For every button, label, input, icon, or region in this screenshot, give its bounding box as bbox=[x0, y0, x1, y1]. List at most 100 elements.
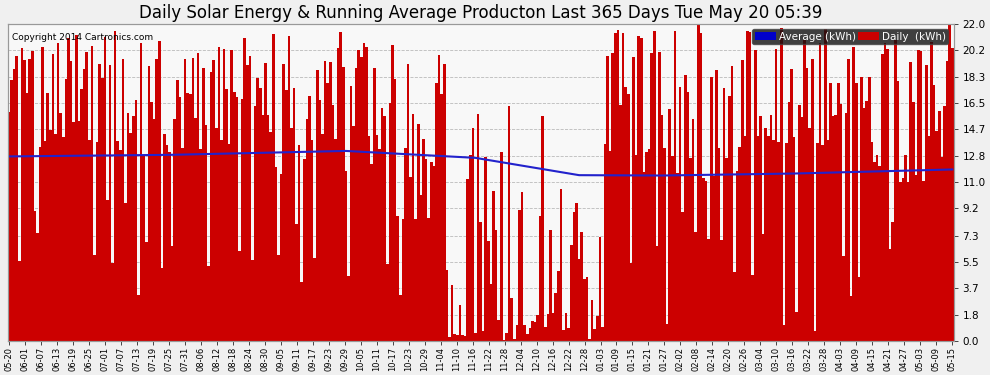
Bar bbox=[80, 89, 83, 341]
Bar bbox=[420, 195, 423, 341]
Bar bbox=[754, 50, 756, 341]
Bar bbox=[88, 140, 90, 341]
Bar bbox=[731, 66, 734, 341]
Bar bbox=[272, 34, 274, 341]
Bar bbox=[327, 83, 329, 341]
Bar bbox=[873, 162, 876, 341]
Bar bbox=[50, 130, 51, 341]
Bar bbox=[446, 270, 448, 341]
Bar bbox=[863, 108, 865, 341]
Bar bbox=[220, 140, 223, 341]
Bar bbox=[90, 46, 93, 341]
Bar bbox=[625, 87, 627, 341]
Bar bbox=[285, 90, 287, 341]
Bar bbox=[549, 230, 551, 341]
Bar bbox=[925, 65, 928, 341]
Bar bbox=[640, 38, 643, 341]
Bar bbox=[643, 172, 645, 341]
Bar bbox=[844, 113, 847, 341]
Bar bbox=[441, 94, 443, 341]
Bar bbox=[824, 28, 827, 341]
Bar bbox=[788, 102, 790, 341]
Bar bbox=[130, 133, 132, 341]
Bar bbox=[266, 115, 269, 341]
Bar bbox=[822, 144, 824, 341]
Bar bbox=[282, 64, 285, 341]
Bar bbox=[943, 106, 945, 341]
Bar bbox=[497, 320, 500, 341]
Bar bbox=[658, 52, 660, 341]
Bar bbox=[832, 116, 835, 341]
Bar bbox=[474, 333, 477, 341]
Bar bbox=[407, 64, 409, 341]
Bar bbox=[697, 26, 700, 341]
Bar bbox=[542, 116, 545, 341]
Bar bbox=[570, 245, 572, 341]
Bar bbox=[373, 68, 375, 341]
Bar bbox=[655, 246, 658, 341]
Bar bbox=[884, 44, 886, 341]
Bar bbox=[378, 149, 381, 341]
Bar bbox=[743, 136, 746, 341]
Bar bbox=[559, 189, 562, 341]
Bar bbox=[471, 128, 474, 341]
Bar bbox=[62, 137, 64, 341]
Bar bbox=[233, 92, 236, 341]
Bar bbox=[47, 93, 50, 341]
Bar bbox=[247, 65, 248, 341]
Bar bbox=[809, 129, 811, 341]
Bar bbox=[165, 144, 168, 341]
Bar bbox=[173, 120, 176, 341]
Bar bbox=[184, 59, 186, 341]
Bar bbox=[516, 325, 518, 341]
Bar bbox=[259, 88, 261, 341]
Bar bbox=[852, 47, 855, 341]
Bar bbox=[396, 216, 399, 341]
Bar bbox=[857, 277, 860, 341]
Bar bbox=[59, 112, 62, 341]
Bar bbox=[910, 62, 912, 341]
Bar bbox=[223, 49, 226, 341]
Bar bbox=[306, 119, 308, 341]
Bar bbox=[742, 60, 743, 341]
Bar bbox=[681, 212, 684, 341]
Bar bbox=[117, 141, 119, 341]
Bar bbox=[653, 31, 655, 341]
Bar bbox=[837, 83, 840, 341]
Bar bbox=[469, 155, 471, 341]
Bar bbox=[365, 47, 368, 341]
Bar bbox=[132, 116, 135, 341]
Bar bbox=[537, 315, 539, 341]
Bar bbox=[417, 124, 420, 341]
Bar bbox=[756, 136, 759, 341]
Bar bbox=[728, 96, 731, 341]
Bar bbox=[244, 38, 247, 341]
Bar bbox=[197, 53, 199, 341]
Bar bbox=[228, 144, 231, 341]
Bar bbox=[261, 115, 264, 341]
Bar bbox=[785, 142, 788, 341]
Bar bbox=[554, 293, 557, 341]
Bar bbox=[114, 31, 117, 341]
Bar bbox=[562, 330, 565, 341]
Bar bbox=[360, 57, 362, 341]
Bar bbox=[798, 105, 801, 341]
Bar bbox=[591, 300, 593, 341]
Bar bbox=[619, 105, 622, 341]
Bar bbox=[83, 69, 85, 341]
Bar bbox=[599, 237, 601, 341]
Bar bbox=[56, 44, 59, 341]
Bar bbox=[490, 284, 492, 341]
Bar bbox=[402, 219, 404, 341]
Bar bbox=[801, 117, 803, 341]
Bar bbox=[904, 154, 907, 341]
Bar bbox=[215, 128, 218, 341]
Bar bbox=[575, 203, 578, 341]
Bar bbox=[647, 149, 650, 341]
Bar bbox=[192, 58, 194, 341]
Bar bbox=[205, 125, 207, 341]
Bar bbox=[362, 43, 365, 341]
Bar bbox=[357, 50, 360, 341]
Bar bbox=[145, 242, 148, 341]
Bar bbox=[124, 203, 127, 341]
